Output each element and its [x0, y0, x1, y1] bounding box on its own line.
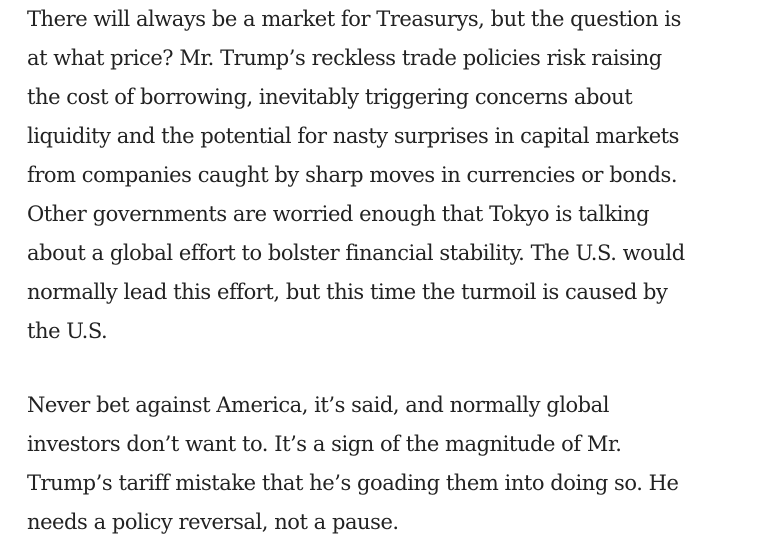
paragraph-line: normally lead this effort, but this time…	[27, 280, 668, 304]
paragraph-line: Never bet against America, it’s said, an…	[27, 393, 609, 417]
paragraph-line: There will always be a market for Treasu…	[27, 7, 681, 31]
paragraph-line: about a global effort to bolster financi…	[27, 241, 685, 265]
paragraph-line: the U.S.	[27, 319, 108, 343]
paragraph-line: the cost of borrowing, inevitably trigge…	[27, 85, 633, 109]
article-paragraph: Never bet against America, it’s said, an…	[27, 386, 755, 542]
paragraph-line: from companies caught by sharp moves in …	[27, 163, 678, 187]
paragraph-line: liquidity and the potential for nasty su…	[27, 124, 680, 148]
paragraph-line: needs a policy reversal, not a pause.	[27, 510, 399, 534]
paragraph-line: Other governments are worried enough tha…	[27, 202, 650, 226]
article-paragraph: There will always be a market for Treasu…	[27, 0, 755, 351]
paragraph-line: Trump’s tariff mistake that he’s goading…	[27, 471, 679, 495]
article-body: There will always be a market for Treasu…	[27, 0, 755, 542]
paragraph-line: at what price? Mr. Trump’s reckless trad…	[27, 46, 662, 70]
paragraph-line: investors don’t want to. It’s a sign of …	[27, 432, 622, 456]
